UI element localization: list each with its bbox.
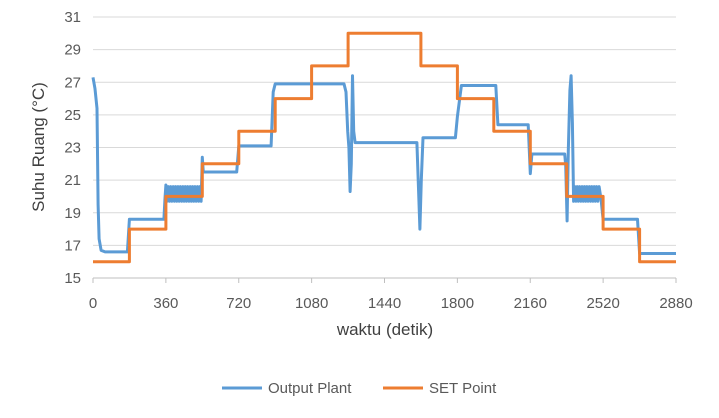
series-lines bbox=[91, 31, 676, 264]
x-tick-label: 2160 bbox=[514, 295, 547, 312]
legend-label-output-plant: Output Plant bbox=[268, 380, 352, 397]
y-tick-labels: 15 17 19 21 23 25 27 29 31 bbox=[64, 9, 81, 287]
y-tick-label: 31 bbox=[64, 9, 81, 26]
x-tick-label: 720 bbox=[226, 295, 251, 312]
x-tick-labels: 0 360 720 1080 1440 1800 2160 2520 2880 bbox=[89, 278, 693, 312]
x-tick-label: 0 bbox=[89, 295, 97, 312]
legend-label-set-point: SET Point bbox=[429, 380, 497, 397]
x-tick-label: 1440 bbox=[368, 295, 401, 312]
x-tick-label: 1800 bbox=[441, 295, 474, 312]
y-tick-label: 27 bbox=[64, 74, 81, 91]
y-tick-label: 23 bbox=[64, 140, 81, 157]
gridlines bbox=[93, 16, 676, 279]
y-tick-label: 17 bbox=[64, 237, 81, 254]
y-tick-label: 21 bbox=[64, 172, 81, 189]
y-tick-label: 19 bbox=[64, 205, 81, 222]
y-tick-label: 15 bbox=[64, 270, 81, 287]
y-axis-title: Suhu Ruang (°C) bbox=[29, 82, 48, 212]
set-point-line bbox=[93, 31, 676, 264]
x-tick-label: 2880 bbox=[659, 295, 692, 312]
y-tick-label: 25 bbox=[64, 107, 81, 124]
x-tick-label: 360 bbox=[153, 295, 178, 312]
y-tick-label: 29 bbox=[64, 42, 81, 59]
legend: Output Plant SET Point bbox=[222, 380, 497, 397]
output-plant-line bbox=[91, 74, 676, 255]
x-tick-label: 1080 bbox=[295, 295, 328, 312]
x-tick-label: 2520 bbox=[586, 295, 619, 312]
x-axis-title: waktu (detik) bbox=[336, 320, 433, 339]
